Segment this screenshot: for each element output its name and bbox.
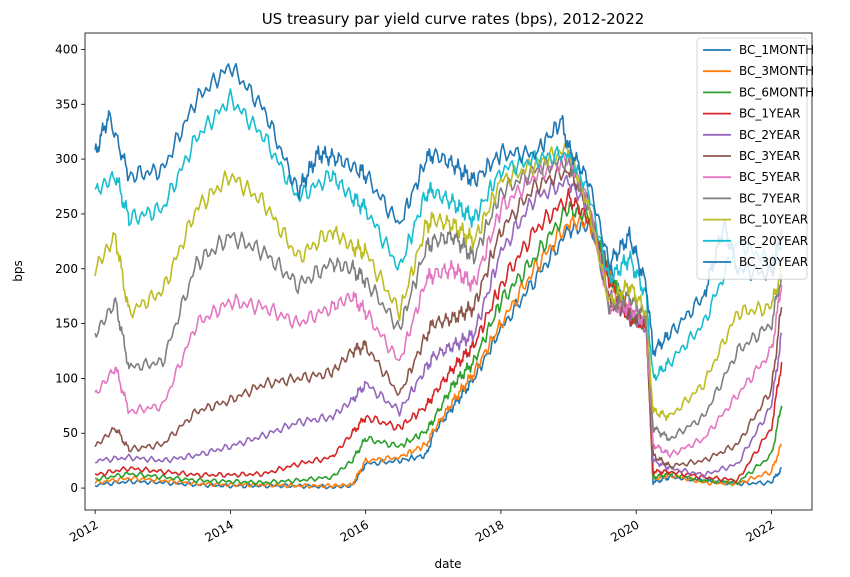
y-axis: 0 50 100 150 200 250 300 350 400	[55, 42, 85, 495]
series-line-bc-30year	[94, 62, 783, 357]
legend-entry: BC_3MONTH	[739, 64, 814, 78]
plot-frame	[84, 32, 813, 511]
x-axis-label: date	[434, 557, 461, 571]
y-tick-label: 50	[63, 426, 78, 440]
y-tick-label: 100	[55, 371, 78, 385]
x-tick-label: 2018	[473, 517, 506, 544]
series-line-bc-6month	[94, 201, 783, 486]
series-line-bc-5year	[94, 151, 783, 458]
chart-title: US treasury par yield curve rates (bps),…	[262, 10, 645, 28]
y-tick-label: 0	[70, 481, 78, 495]
y-tick-label: 200	[55, 262, 78, 276]
y-tick-label: 350	[55, 97, 78, 111]
y-tick-label: 250	[55, 207, 78, 221]
x-tick-label: 2014	[202, 517, 235, 544]
series-line-bc-3year	[94, 165, 783, 470]
series-line-bc-3month	[94, 214, 782, 489]
x-tick-label: 2012	[67, 517, 100, 544]
legend-entry: BC_7YEAR	[739, 191, 801, 205]
y-axis-label: bps	[11, 260, 25, 282]
legend-entry: BC_3YEAR	[739, 149, 801, 163]
y-tick-label: 400	[55, 42, 78, 56]
x-axis: 2012 2014 2016 2018 2020 2022	[67, 510, 777, 545]
legend: BC_1MONTH BC_3MONTH BC_6MONTH BC_1YEAR BC_2Y…	[696, 37, 814, 280]
series-line-bc-7year	[94, 149, 783, 442]
legend-entry: BC_6MONTH	[739, 85, 814, 99]
legend-entry: BC_2YEAR	[739, 128, 801, 142]
legend-entry: BC_1MONTH	[739, 43, 814, 57]
legend-entry: BC_20YEAR	[739, 234, 808, 248]
series-line-bc-1year	[94, 188, 783, 483]
legend-entry: BC_5YEAR	[739, 170, 801, 184]
x-tick-label: 2020	[608, 517, 641, 544]
series-line-bc-20year	[94, 88, 783, 382]
x-tick-label: 2016	[338, 517, 371, 544]
series-line-bc-2year	[95, 174, 783, 479]
x-tick-label: 2022	[743, 517, 776, 544]
plot-lines	[94, 62, 783, 490]
y-tick-label: 300	[55, 152, 78, 166]
series-line-bc-10year	[94, 142, 783, 422]
legend-entry: BC_30YEAR	[739, 255, 808, 269]
legend-entry: BC_1YEAR	[739, 107, 801, 121]
legend-entry: BC_10YEAR	[739, 213, 808, 227]
y-tick-label: 150	[55, 317, 78, 331]
